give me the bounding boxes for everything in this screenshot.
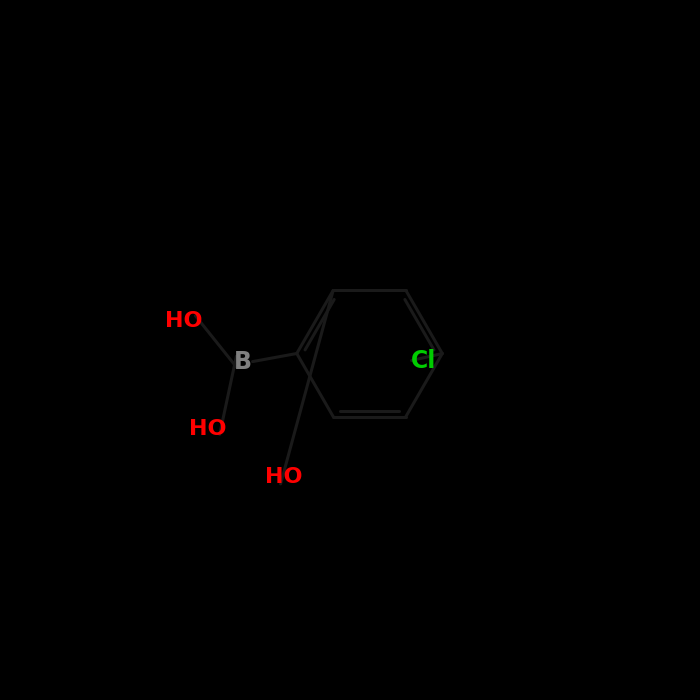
Text: HO: HO xyxy=(189,419,227,439)
Text: HO: HO xyxy=(164,312,202,331)
Text: HO: HO xyxy=(265,468,302,487)
Text: Cl: Cl xyxy=(411,349,436,372)
Text: B: B xyxy=(234,349,252,374)
